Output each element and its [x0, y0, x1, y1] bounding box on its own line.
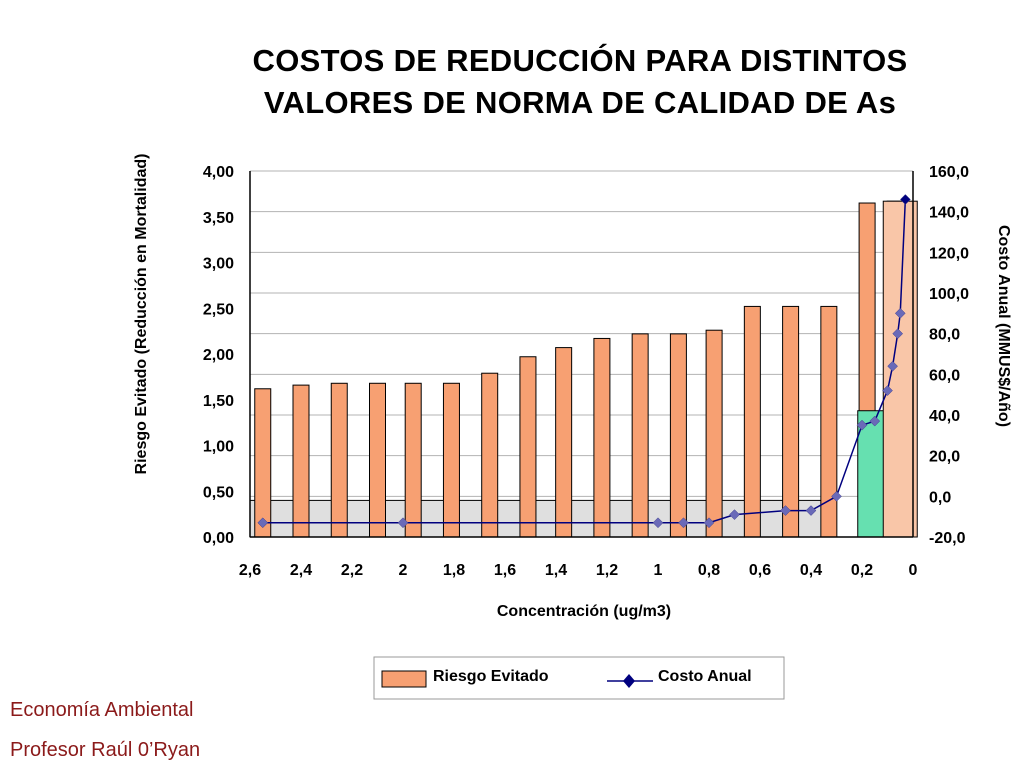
cost-point	[652, 517, 664, 529]
bar	[669, 333, 687, 538]
bar	[631, 333, 649, 538]
bar	[481, 372, 499, 538]
chart-title: COSTOS DE REDUCCIÓN PARA DISTINTOS VALOR…	[150, 40, 1010, 124]
tick-labels-layer: 0,000,501,001,502,002,503,003,504,00-20,…	[203, 164, 969, 579]
cost-point	[899, 194, 911, 205]
bar	[743, 305, 761, 538]
legend-line-label: Costo Anual	[658, 668, 752, 685]
x-tick-label: 2	[399, 562, 408, 579]
x-tick-label: 0,4	[800, 562, 822, 579]
y-tick-label: 1,00	[203, 439, 234, 456]
legend-box	[373, 656, 785, 700]
y2-tick-label: -20,0	[929, 530, 966, 547]
gridlines	[250, 170, 913, 538]
cost-point	[257, 517, 269, 529]
cost-point	[887, 360, 898, 372]
legend-bar-swatch	[381, 670, 427, 688]
x-tick-label: 0,6	[749, 562, 771, 579]
bar	[593, 337, 611, 538]
y2-tick-label: 120,0	[929, 245, 969, 262]
y-tick-label: 2,00	[203, 347, 234, 364]
x-tick-label: 1,8	[443, 562, 465, 579]
cost-point	[831, 490, 842, 502]
cost-line	[262, 199, 907, 524]
x-tick-label: 1,2	[596, 562, 618, 579]
y-tick-label: 1,50	[203, 393, 234, 410]
bar	[442, 382, 460, 538]
bar	[292, 384, 310, 538]
legend-diamond-marker	[623, 674, 635, 688]
legend-bar-label: Riesgo Evitado	[433, 668, 549, 685]
y-tick-label: 4,00	[203, 164, 234, 181]
cost-point	[894, 307, 906, 319]
axes-layer	[249, 171, 914, 538]
bar	[330, 382, 348, 538]
y2-tick-label: 80,0	[929, 327, 960, 344]
cost-point	[882, 385, 893, 396]
cost-point	[397, 517, 409, 529]
x-tick-label: 2,2	[341, 562, 363, 579]
bar	[555, 347, 573, 538]
cost-point	[780, 505, 791, 516]
bar	[782, 305, 800, 538]
footer-professor: Profesor Raúl 0’Ryan	[10, 739, 201, 761]
chart-title-line-2: VALORES DE NORMA DE CALIDAD DE As	[263, 85, 897, 120]
bar	[820, 305, 838, 538]
y2-tick-label: 160,0	[929, 164, 969, 181]
y-tick-label: 3,00	[203, 256, 234, 273]
highlight-bar	[882, 200, 918, 538]
y2-tick-label: 60,0	[929, 367, 960, 384]
y-axis-label: Riesgo Evitado (Reducción en Mortalidad)	[133, 154, 150, 475]
y2-tick-label: 40,0	[929, 408, 960, 425]
line-layer	[257, 194, 911, 529]
y2-tick-label: 100,0	[929, 286, 969, 303]
y2-tick-label: 20,0	[929, 449, 960, 466]
cost-point	[869, 415, 881, 427]
x-axis-label: Concentración (ug/m3)	[497, 603, 671, 620]
x-tick-label: 1,6	[494, 562, 516, 579]
x-tick-label: 0,8	[698, 562, 720, 579]
chart-title-line-1: COSTOS DE REDUCCIÓN PARA DISTINTOS	[252, 43, 908, 78]
cost-point	[856, 419, 868, 431]
x-tick-label: 2,4	[290, 562, 312, 579]
y-tick-label: 0,00	[203, 530, 234, 547]
bars-layer	[254, 200, 904, 538]
y2-tick-label: 140,0	[929, 205, 969, 222]
y-tick-label: 3,50	[203, 210, 234, 227]
y2-tick-label: 0,0	[929, 489, 951, 506]
bar	[254, 388, 272, 538]
cost-point	[729, 509, 740, 520]
bar	[369, 382, 386, 538]
x-tick-label: 0,2	[851, 562, 873, 579]
cost-point	[892, 328, 904, 340]
y-tick-label: 2,50	[203, 301, 234, 318]
bar	[404, 382, 422, 538]
y2-axis-label: Costo Anual (MMUS$/Año)	[995, 225, 1012, 427]
cost-point	[703, 517, 715, 529]
footer-course: Economía Ambiental	[10, 699, 194, 721]
x-tick-label: 1,4	[545, 562, 567, 579]
bar	[519, 356, 537, 538]
x-tick-label: 2,6	[239, 562, 261, 579]
legend: Riesgo Evitado Costo Anual	[373, 656, 785, 700]
highlight-layer	[857, 200, 918, 538]
cost-point	[805, 505, 817, 516]
x-tick-label: 0	[909, 562, 918, 579]
y-tick-label: 0,50	[203, 484, 234, 501]
x-tick-label: 1	[654, 562, 663, 579]
bar	[705, 329, 723, 538]
cost-point	[678, 517, 689, 529]
